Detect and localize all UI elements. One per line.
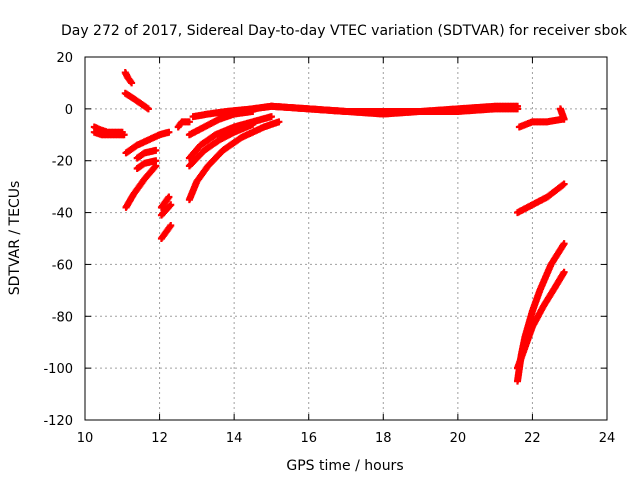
x-tick-label: 16 (300, 431, 317, 446)
data-point (144, 105, 152, 113)
data-series (133, 146, 160, 162)
data-point (128, 79, 136, 87)
data-point (152, 162, 160, 170)
x-tick-label: 10 (77, 431, 94, 446)
data-point (249, 120, 257, 128)
y-tick-label: 0 (65, 103, 73, 118)
data-series (185, 113, 275, 162)
data-point (165, 128, 173, 136)
data-series (121, 89, 152, 113)
data-series (556, 105, 568, 123)
data-point (167, 201, 175, 209)
data-series (121, 69, 136, 87)
chart-title: Day 272 of 2017, Sidereal Day-to-day VTE… (61, 23, 628, 39)
data-series (515, 115, 566, 131)
data-series (157, 201, 175, 219)
data-series (514, 268, 568, 372)
data-point (514, 102, 522, 110)
data-series (122, 162, 160, 211)
data-series (90, 128, 128, 139)
data-point (560, 180, 568, 188)
x-tick-label: 24 (599, 431, 616, 446)
y-tick-label: -120 (43, 414, 73, 429)
x-tick-label: 20 (450, 431, 467, 446)
data-point (560, 115, 568, 123)
data-series (174, 118, 193, 131)
y-tick-label: -60 (52, 258, 73, 273)
plot-frame (84, 56, 608, 421)
data-points (90, 69, 568, 385)
data-point (185, 118, 193, 126)
x-tick-label: 14 (226, 431, 243, 446)
y-tick-label: -40 (52, 207, 73, 222)
x-tick-label: 18 (375, 431, 392, 446)
y-tick-label: 20 (56, 51, 73, 66)
x-tick-label: 22 (524, 431, 541, 446)
y-tick-label: -100 (43, 362, 73, 377)
data-series (157, 222, 175, 242)
x-tick-label: 12 (151, 431, 168, 446)
data-point (152, 146, 160, 154)
y-tick-label: -20 (52, 155, 73, 170)
y-axis-label: SDTVAR / TECUs (7, 181, 23, 296)
data-series (267, 102, 522, 118)
data-point (560, 240, 568, 248)
data-point (560, 268, 568, 276)
data-point (120, 131, 128, 139)
data-series (157, 193, 173, 211)
data-point (167, 222, 175, 230)
axis-ticks: 10 12 14 16 18 20 22 24 -120 -100 -80 -60 -40 -20 0 20 (43, 51, 615, 446)
data-point (267, 113, 275, 121)
data-series (122, 128, 173, 157)
data-series (133, 157, 160, 172)
data-series (185, 120, 257, 170)
x-axis-label: GPS time / hours (286, 458, 403, 474)
data-point (275, 118, 283, 126)
y-tick-label: -80 (52, 310, 73, 325)
data-series (185, 118, 283, 204)
data-series (514, 240, 568, 385)
data-point (165, 193, 173, 201)
data-series (514, 180, 568, 217)
